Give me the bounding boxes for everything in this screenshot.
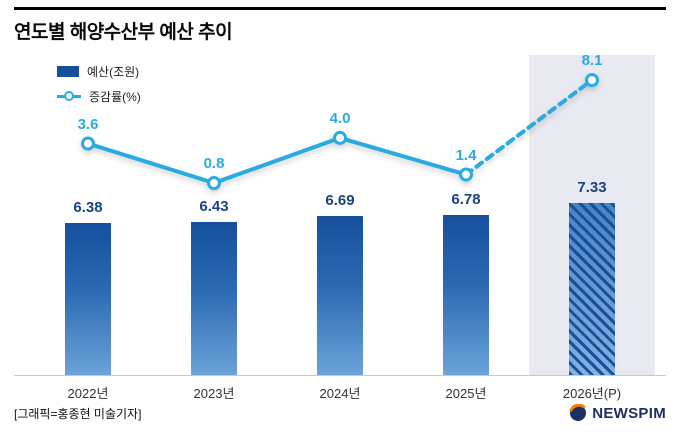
bar-value-label: 6.38 (73, 199, 103, 216)
line-value-label: 8.1 (581, 52, 603, 70)
line-point-icon (459, 167, 473, 182)
legend-item-rate: 증감률(%) (57, 88, 141, 105)
x-axis-label: 2024년 (319, 386, 361, 401)
bar-value-label: 6.69 (325, 192, 355, 210)
credit-text: [그래픽=홍종현 미술기자] (14, 406, 142, 421)
page-title: 연도별 해양수산부 예산 추이 (14, 22, 233, 43)
x-axis-label: 2022년 (67, 386, 109, 401)
x-axis-line (14, 375, 666, 376)
newspim-logo-text: NEWSPIM (592, 404, 666, 422)
line-marker-icon (64, 91, 74, 101)
bar-2026년(P) (569, 203, 615, 375)
bar-value-label: 6.78 (451, 190, 481, 208)
legend-item-budget: 예산(조원) (57, 63, 141, 80)
newspim-globe-icon (569, 404, 587, 422)
x-axis-label: 2026년(P) (562, 386, 622, 401)
bar-2025년 (443, 214, 489, 375)
legend: 예산(조원) 증감률(%) (57, 63, 141, 105)
line-value-label: 1.4 (455, 146, 477, 164)
bar-value-label: 6.43 (199, 197, 229, 215)
legend-bar-label: 예산(조원) (87, 65, 140, 79)
bar-swatch-icon (57, 66, 79, 77)
rate-line-dashed (464, 78, 594, 177)
footer: [그래픽=홍종현 미술기자] NEWSPIM (14, 404, 666, 422)
newspim-logo: NEWSPIM (569, 404, 666, 422)
bar-value-label: 7.33 (577, 179, 607, 196)
line-value-label: 4.0 (329, 109, 351, 127)
bar-2022년 (65, 223, 111, 375)
bar-2024년 (317, 216, 363, 375)
line-value-label: 0.8 (203, 155, 225, 173)
line-point-icon (81, 136, 95, 151)
legend-line-label: 증감률(%) (89, 90, 141, 104)
line-point-icon (585, 73, 599, 88)
line-point-icon (207, 176, 221, 191)
line-swatch-icon (57, 91, 81, 101)
bar-2023년 (191, 221, 237, 375)
x-axis-label: 2023년 (193, 386, 235, 401)
top-rule (14, 7, 666, 10)
x-axis-label: 2025년 (445, 386, 487, 401)
rate-line-solid (86, 135, 468, 186)
line-value-label: 3.6 (77, 115, 99, 133)
line-point-icon (333, 130, 347, 145)
